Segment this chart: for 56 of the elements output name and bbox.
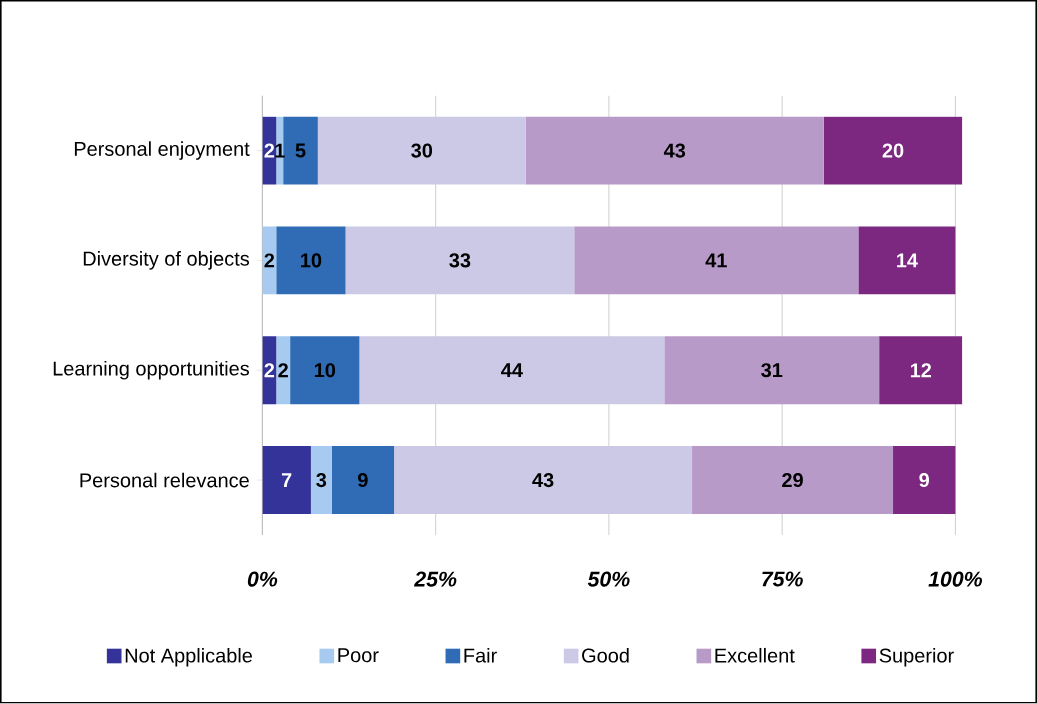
bar bbox=[574, 226, 859, 295]
legend-label: Good bbox=[582, 648, 629, 663]
data-label: 3 bbox=[316, 473, 327, 488]
data-label: 2 bbox=[264, 143, 275, 158]
bar bbox=[893, 446, 956, 515]
bar bbox=[283, 116, 318, 185]
bar bbox=[664, 336, 880, 405]
bar bbox=[331, 446, 395, 515]
y-tick-label: Learning opportunities bbox=[53, 361, 249, 380]
data-label: 30 bbox=[411, 143, 433, 158]
data-label: 14 bbox=[897, 253, 918, 268]
data-label: 31 bbox=[761, 363, 783, 378]
data-label: 41 bbox=[705, 253, 727, 268]
data-label: 7 bbox=[281, 473, 292, 488]
bar bbox=[317, 116, 526, 185]
y-tick-label: Diversity of objects bbox=[83, 251, 250, 270]
x-tick-label: 0% bbox=[247, 571, 278, 587]
data-label: 43 bbox=[532, 473, 554, 488]
bar bbox=[276, 226, 346, 295]
legend-label: Poor bbox=[338, 648, 379, 663]
x-tick-label: 50% bbox=[587, 571, 630, 587]
data-label: 2 bbox=[264, 363, 275, 378]
bar bbox=[879, 336, 963, 405]
data-label: 12 bbox=[910, 363, 932, 378]
bar bbox=[345, 226, 575, 295]
data-label: 20 bbox=[882, 143, 904, 158]
bar bbox=[262, 446, 311, 515]
data-label: 10 bbox=[301, 253, 322, 268]
bar bbox=[359, 336, 665, 405]
data-label: 9 bbox=[919, 473, 930, 488]
legend-label: Excellent bbox=[715, 648, 795, 663]
y-tick-label: Personal relevance bbox=[80, 472, 249, 488]
legend-label: Fair bbox=[464, 648, 497, 663]
x-tick-label: 100% bbox=[928, 571, 983, 587]
y-tick-label: Personal enjoyment bbox=[74, 141, 250, 161]
x-tick-label: 25% bbox=[413, 571, 457, 587]
data-label: 5 bbox=[295, 143, 306, 158]
bar bbox=[823, 116, 963, 185]
legend-label: Not Applicable bbox=[125, 648, 252, 667]
data-label: 44 bbox=[501, 363, 523, 378]
legend-label: Superior bbox=[879, 648, 954, 667]
bar bbox=[276, 336, 291, 405]
data-label: 43 bbox=[663, 143, 686, 158]
data-label: 2 bbox=[278, 363, 288, 378]
data-label: 2 bbox=[264, 253, 275, 268]
bar bbox=[290, 336, 360, 405]
bar bbox=[394, 446, 693, 515]
data-label: 33 bbox=[449, 253, 471, 268]
bar bbox=[310, 446, 332, 515]
bar bbox=[858, 226, 956, 295]
data-label: 29 bbox=[782, 473, 803, 488]
bar bbox=[692, 446, 894, 515]
bar bbox=[525, 116, 824, 185]
x-tick-label: 75% bbox=[762, 571, 803, 587]
data-label: 10 bbox=[314, 363, 336, 378]
data-label: 9 bbox=[358, 473, 368, 488]
